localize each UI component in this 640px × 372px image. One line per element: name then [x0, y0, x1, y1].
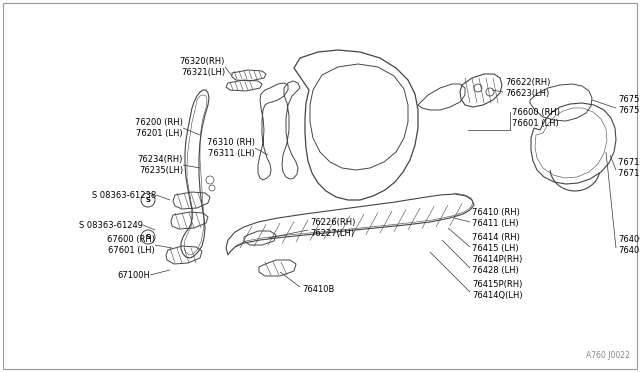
- Text: S: S: [145, 234, 150, 240]
- Text: 76200 (RH)
76201 (LH): 76200 (RH) 76201 (LH): [135, 118, 183, 138]
- Text: 76234(RH)
76235(LH): 76234(RH) 76235(LH): [138, 155, 183, 175]
- Text: 76320(RH)
76321(LH): 76320(RH) 76321(LH): [180, 57, 225, 77]
- Text: S 08363-61238: S 08363-61238: [92, 190, 156, 199]
- Text: 67600 (RH)
67601 (LH): 67600 (RH) 67601 (LH): [107, 235, 155, 255]
- Text: 76410 (RH)
76411 (LH): 76410 (RH) 76411 (LH): [472, 208, 520, 228]
- Text: 76414 (RH)
76415 (LH): 76414 (RH) 76415 (LH): [472, 233, 520, 253]
- Text: 76752(RH)
76753(LH): 76752(RH) 76753(LH): [618, 95, 640, 115]
- Text: 67100H: 67100H: [117, 270, 150, 279]
- Text: 76622(RH)
76623(LH): 76622(RH) 76623(LH): [505, 78, 550, 98]
- Text: 76400Z(RH)
76401Z(LH): 76400Z(RH) 76401Z(LH): [618, 235, 640, 255]
- Text: 76710 (RH)
76711 (LH): 76710 (RH) 76711 (LH): [618, 158, 640, 178]
- Text: 76226(RH)
76227(LH): 76226(RH) 76227(LH): [310, 218, 355, 238]
- Text: 76310 (RH)
76311 (LH): 76310 (RH) 76311 (LH): [207, 138, 255, 158]
- Text: 76600 (RH)
76601 (LH): 76600 (RH) 76601 (LH): [512, 108, 560, 128]
- Text: S: S: [145, 197, 150, 203]
- Text: 76410B: 76410B: [302, 285, 334, 295]
- Text: A760 J0022: A760 J0022: [586, 351, 630, 360]
- Text: 76414P(RH)
76428 (LH): 76414P(RH) 76428 (LH): [472, 255, 522, 275]
- Text: 76415P(RH)
76414Q(LH): 76415P(RH) 76414Q(LH): [472, 280, 523, 300]
- Text: S 08363-61249: S 08363-61249: [79, 221, 143, 230]
